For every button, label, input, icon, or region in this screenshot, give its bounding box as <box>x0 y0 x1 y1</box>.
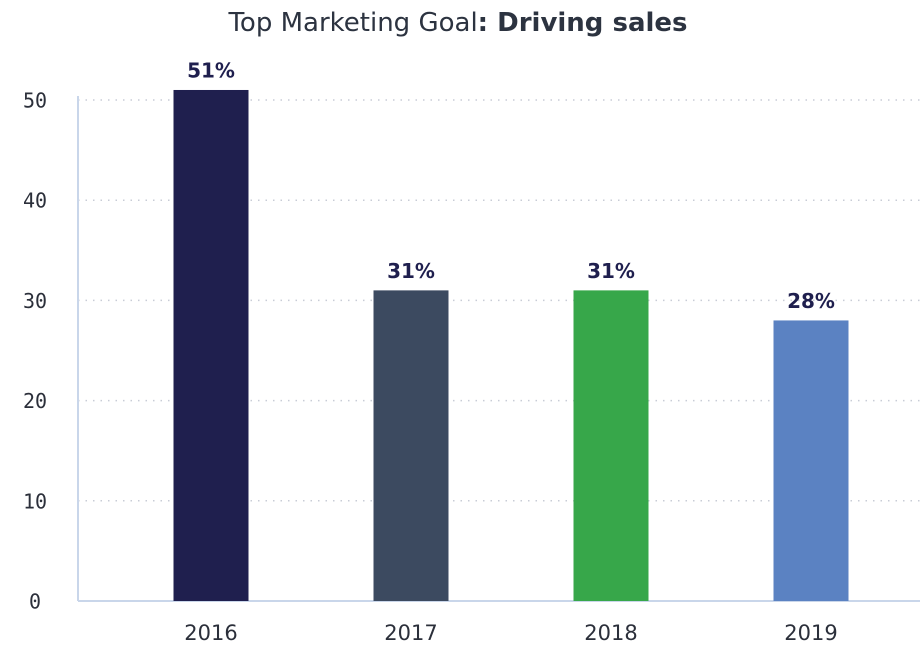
value-label: 31% <box>587 259 635 283</box>
x-tick-label: 2018 <box>584 621 637 645</box>
x-tick-label: 2017 <box>384 621 437 645</box>
chart-title: Top Marketing Goal: Driving sales <box>227 8 687 38</box>
y-tick-label: 0 <box>29 590 41 614</box>
x-tick-label: 2019 <box>784 621 837 645</box>
x-tick-label: 2016 <box>184 621 237 645</box>
y-tick-label: 40 <box>23 189 47 213</box>
y-tick-label: 30 <box>23 289 47 313</box>
title-main: Top Marketing Goal <box>227 8 477 38</box>
value-label: 51% <box>187 58 235 82</box>
value-label: 28% <box>787 289 835 313</box>
value-label: 31% <box>387 259 435 283</box>
y-tick-label: 20 <box>23 389 47 413</box>
bar <box>573 290 649 601</box>
y-tick-label: 50 <box>23 89 47 113</box>
bar <box>173 89 249 601</box>
bar <box>373 290 449 601</box>
y-tick-label: 10 <box>23 489 47 513</box>
bar <box>773 320 849 601</box>
title-emphasis: : Driving sales <box>478 8 688 38</box>
